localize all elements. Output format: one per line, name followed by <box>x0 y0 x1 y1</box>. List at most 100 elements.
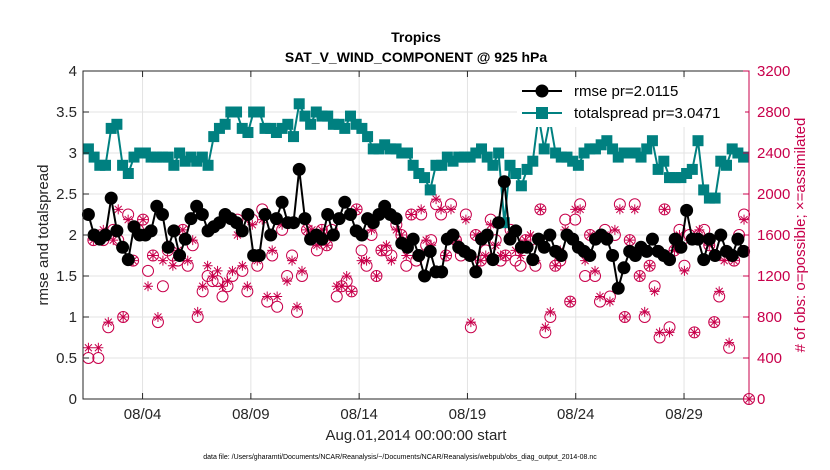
rmse-point <box>469 265 483 279</box>
totalspread-point <box>709 192 721 204</box>
assimilated-obs-point <box>590 265 601 276</box>
assimilated-obs-point <box>386 255 397 266</box>
totalspread-point <box>151 151 163 163</box>
assimilated-obs-point <box>321 240 332 251</box>
y-right-tick-label: 3200 <box>757 63 790 80</box>
totalspread-point <box>248 106 260 118</box>
possible-obs-point <box>618 311 631 323</box>
rmse-point <box>235 224 249 238</box>
totalspread-point <box>715 155 727 167</box>
legend-totalspread-label: totalspread pr=3.0471 <box>574 105 720 122</box>
assimilated-obs-point <box>157 255 168 266</box>
rmse-point <box>725 249 739 262</box>
totalspread-point <box>538 143 550 155</box>
rmse-point <box>338 195 352 209</box>
assimilated-obs-point <box>614 204 625 215</box>
totalspread-point <box>510 168 522 179</box>
assimilated-obs-point <box>296 265 307 276</box>
y-left-tick-label: 2 <box>69 227 77 244</box>
possible-obs-point <box>117 311 130 323</box>
assimilated-obs-point <box>724 337 735 348</box>
assimilated-obs-point <box>465 317 476 328</box>
rmse-point <box>389 212 403 226</box>
totalspread-point <box>601 135 613 147</box>
totalspread-point <box>703 192 715 204</box>
totalspread-point <box>373 143 385 155</box>
totalspread-point <box>384 143 396 155</box>
assimilated-obs-point <box>689 327 700 338</box>
y-left-tick-label: 0.5 <box>56 350 77 367</box>
assimilated-obs-point <box>346 286 357 297</box>
assimilated-obs-point <box>341 271 352 281</box>
totalspread-point <box>117 159 129 171</box>
totalspread-point <box>94 159 106 171</box>
assimilated-obs-point <box>594 291 605 302</box>
assimilated-obs-point <box>272 291 283 302</box>
x-tick-label: 08/24 <box>557 406 595 423</box>
y-left-tick-label: 4 <box>69 63 77 80</box>
rmse-point <box>315 232 329 246</box>
totalspread-point <box>219 118 231 130</box>
totalspread-point <box>401 147 413 159</box>
rmse-point <box>264 228 278 242</box>
assimilated-obs-point <box>629 204 640 215</box>
x-tick-label: 08/19 <box>449 406 487 423</box>
totalspread-point <box>299 110 311 122</box>
series-layer <box>81 98 755 405</box>
x-tick-label: 08/04 <box>124 406 162 423</box>
rmse-point <box>480 228 494 242</box>
totalspread-point <box>270 127 282 138</box>
rmse-point <box>702 232 716 246</box>
assimilated-obs-point <box>436 204 447 215</box>
y-axis-right-label: # of obs: o=possible; ×=assimilated <box>792 118 809 353</box>
assimilated-obs-point <box>187 235 198 246</box>
rmse-point <box>104 191 118 205</box>
assimilated-obs-point <box>460 214 471 225</box>
rmse-point <box>144 224 158 238</box>
rmse-point <box>583 249 597 262</box>
totalspread-point <box>686 163 698 175</box>
totalspread-point <box>521 163 533 175</box>
totalspread-point <box>276 122 288 134</box>
totalspread-point <box>572 159 584 171</box>
assimilated-obs-point <box>391 224 402 235</box>
legend-rmse-marker <box>535 84 549 98</box>
rmse-point <box>435 265 449 279</box>
y-left-tick-label: 0 <box>69 391 77 408</box>
rmse-point <box>554 249 568 262</box>
possible-obs-point <box>405 208 418 221</box>
assimilated-obs-point <box>545 306 556 317</box>
totalspread-point <box>458 151 470 163</box>
rmse-point <box>680 203 694 217</box>
rmse-point <box>275 195 289 209</box>
totalspread-point <box>185 151 197 163</box>
y-left-tick-label: 2.5 <box>56 186 77 203</box>
assimilated-obs-point <box>739 214 750 225</box>
totalspread-point <box>732 147 744 159</box>
totalspread-point <box>191 155 203 167</box>
possible-obs-point <box>142 264 155 277</box>
assimilated-obs-point <box>441 250 452 261</box>
totalspread-point <box>202 159 214 171</box>
totalspread-point <box>139 147 151 159</box>
assimilated-obs-point <box>207 271 218 281</box>
assimilated-obs-point <box>113 204 124 215</box>
totalspread-point <box>641 143 653 155</box>
totalspread-point <box>88 151 100 163</box>
axes: 08/04 08/09 08/14 08/19 08/24 08/29 0 0.5 1 1.5 2 2… <box>56 63 790 423</box>
totalspread-point <box>436 159 448 171</box>
totalspread-point <box>282 118 294 130</box>
rmse-point <box>423 244 437 258</box>
totalspread-point <box>692 135 704 147</box>
y-right-tick-label: 2400 <box>757 145 790 162</box>
rmse-point <box>497 175 511 189</box>
assimilated-obs-point <box>167 260 178 271</box>
totalspread-point <box>584 143 596 155</box>
totalspread-point <box>111 118 123 130</box>
totalspread-point <box>561 151 573 163</box>
totalspread-point <box>646 135 658 147</box>
totalspread-point <box>419 172 431 184</box>
assimilated-obs-point <box>634 271 645 281</box>
totalspread-point <box>504 159 516 171</box>
assimilated-obs-point <box>376 245 387 256</box>
